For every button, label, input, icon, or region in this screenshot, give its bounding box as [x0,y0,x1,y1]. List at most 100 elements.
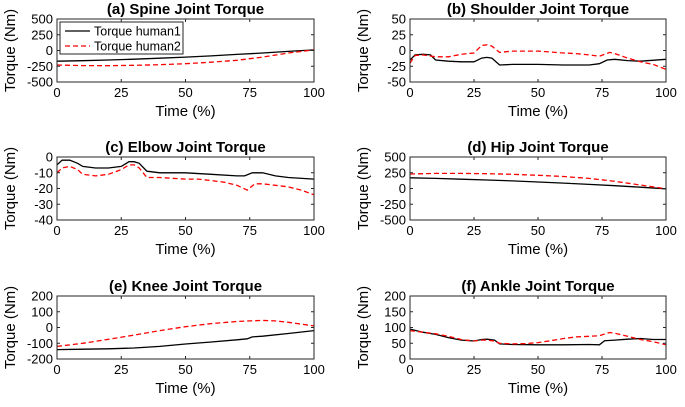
x-tick-label: 100 [655,223,677,238]
x-tick-label: 25 [114,85,128,100]
x-tick-label: 25 [467,362,481,377]
x-tick-label: 0 [53,85,60,100]
x-tick-label: 100 [303,362,325,377]
y-tick-label: 25 [392,27,406,42]
y-tick-label: 50 [392,336,406,351]
legend-box [59,21,184,55]
x-tick-label: 75 [243,362,257,377]
x-axis-label: Time (%) [155,380,215,397]
y-axis-label: Torque (Nm) [2,286,19,369]
y-tick-label: -500 [27,75,53,90]
x-tick-label: 75 [595,85,609,100]
series-line-human1 [410,328,666,346]
y-tick-label: -25 [387,59,406,74]
x-tick-label: 75 [595,223,609,238]
x-tick-label: 25 [467,85,481,100]
x-tick-label: 100 [303,85,325,100]
axes-frame [409,156,667,221]
subplot-title: (e) Knee Joint Torque [109,278,262,295]
series-line-human1 [410,53,666,66]
y-tick-label: 50 [392,12,406,27]
x-tick-label: 0 [53,362,60,377]
x-axis-label: Time (%) [508,103,568,120]
x-tick-label: 100 [655,362,677,377]
x-tick-label: 25 [467,223,481,238]
y-axis-label: Torque (Nm) [355,9,372,92]
series-line-human1 [410,177,666,190]
y-tick-label: 100 [31,304,53,319]
y-tick-label: -100 [27,336,53,351]
y-tick-label: 500 [31,12,53,27]
x-tick-label: 75 [243,85,257,100]
y-tick-label: -40 [34,213,53,228]
subplot-title: (b) Shoulder Joint Torque [447,1,629,18]
y-tick-label: -30 [34,197,53,212]
y-axis-label: Torque (Nm) [355,147,372,230]
y-tick-label: 0 [399,43,406,58]
x-tick-label: 0 [406,223,413,238]
series-line-human2 [57,49,314,67]
legend-entry: Torque human2 [94,40,181,54]
y-tick-label: -250 [27,59,53,74]
series-line-human2 [410,172,666,190]
x-tick-label: 25 [114,362,128,377]
x-tick-label: 100 [303,223,325,238]
y-tick-label: 250 [31,27,53,42]
y-tick-label: 0 [399,181,406,196]
legend-entry: Torque human1 [94,25,181,39]
x-axis-label: Time (%) [155,103,215,120]
y-tick-label: -10 [34,165,53,180]
y-tick-label: 0 [46,43,53,58]
y-tick-label: -250 [380,197,406,212]
y-tick-label: 0 [46,320,53,335]
x-tick-label: 0 [406,85,413,100]
x-tick-label: 25 [114,223,128,238]
y-tick-label: -20 [34,181,53,196]
y-tick-label: 0 [399,352,406,367]
x-axis-label: Time (%) [508,380,568,397]
x-axis-label: Time (%) [508,241,568,258]
subplot-title: (f) Ankle Joint Torque [461,278,614,295]
x-tick-label: 0 [53,223,60,238]
axes-frame [409,295,667,360]
y-tick-label: -200 [27,352,53,367]
y-tick-label: 200 [384,289,406,304]
series-line-human1 [57,329,314,351]
y-axis-label: Torque (Nm) [2,9,19,92]
x-tick-label: 50 [178,85,192,100]
series-line-human1 [57,49,314,62]
series-line-human2 [410,44,666,71]
y-tick-label: 200 [31,289,53,304]
y-tick-label: -500 [380,213,406,228]
x-axis-label: Time (%) [155,241,215,258]
y-tick-label: 250 [384,165,406,180]
series-line-human2 [410,329,666,346]
y-axis-label: Torque (Nm) [355,286,372,369]
axes-frame [56,156,315,221]
y-tick-label: -50 [387,75,406,90]
y-tick-label: 150 [384,304,406,319]
y-tick-label: 100 [384,320,406,335]
y-tick-label: 0 [46,150,53,165]
x-tick-label: 100 [655,85,677,100]
series-line-human2 [57,164,314,196]
x-tick-label: 50 [531,362,545,377]
subplot-title: (a) Spine Joint Torque [107,1,264,18]
x-tick-label: 50 [531,223,545,238]
series-line-human2 [57,319,314,348]
y-axis-label: Torque (Nm) [2,147,19,230]
subplot-title: (c) Elbow Joint Torque [105,139,266,156]
x-tick-label: 75 [243,223,257,238]
x-tick-label: 50 [178,223,192,238]
x-tick-label: 75 [595,362,609,377]
y-tick-label: 500 [384,150,406,165]
subplot-title: (d) Hip Joint Torque [467,139,608,156]
